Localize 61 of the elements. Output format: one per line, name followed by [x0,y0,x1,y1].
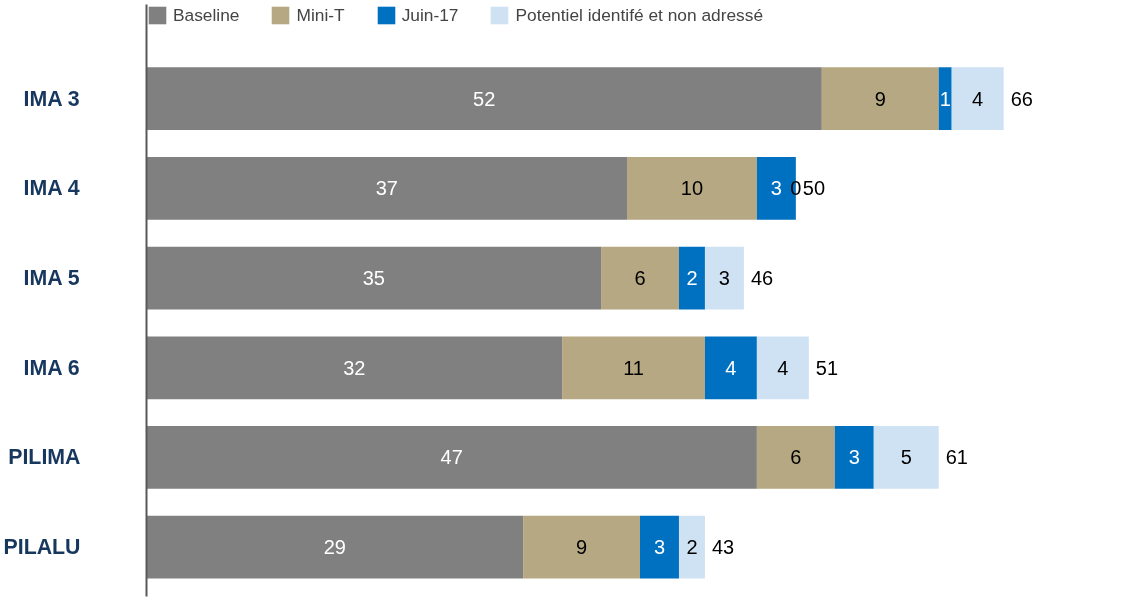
bar [523,515,641,579]
legend-label: Mini-T [296,4,345,26]
legend-label: Potentiel identifé et non adressé [515,4,764,26]
bar [146,156,628,220]
total-label: 61 [945,446,968,469]
bar [146,336,563,400]
total-label: 46 [750,267,774,290]
bar [146,67,822,131]
legend-label: Juin-17 [401,4,459,26]
data-label: 1 [939,87,951,110]
bar [873,426,939,489]
bar [756,336,809,400]
bar [146,515,524,579]
bar [756,426,835,489]
data-label: 4 [972,87,984,110]
data-label: 52 [473,87,496,110]
bar [834,426,874,489]
bar [704,246,744,310]
bar [640,515,679,579]
total-label: 43 [711,536,735,559]
data-label: 3 [653,536,666,559]
total-label: 66 [1010,87,1033,110]
data-label: 3 [848,446,860,469]
bar [601,246,679,310]
bar [678,246,705,310]
data-label: 37 [375,177,398,200]
bar [821,67,939,131]
y-tick-label: IMA 6 [23,355,80,380]
data-label: 35 [362,267,385,290]
data-label: 29 [323,536,346,559]
y-tick-label: IMA 4 [23,176,80,201]
y-tick-label: IMA 3 [23,86,80,111]
bar [951,67,1004,131]
bar [146,426,757,489]
y-tick-label: PILALU [3,535,81,560]
total-label: 51 [815,356,839,379]
bar [627,156,757,220]
y-tick-label: PILIMA [8,445,81,470]
bar [938,67,952,131]
data-label: 32 [343,356,366,379]
y-tick-label: IMA 5 [23,266,80,291]
data-label: 6 [634,267,646,290]
bar [678,515,705,579]
data-label: 6 [790,446,802,469]
data-label: 47 [440,446,463,469]
bar [562,336,705,400]
data-label: 4 [725,356,737,379]
data-label: 4 [777,356,789,379]
total-label: 50 [802,177,826,200]
data-label: 3 [770,177,782,200]
data-label: 9 [874,87,886,110]
legend-label: Baseline [173,4,240,26]
data-label: 3 [718,267,730,290]
bar [704,336,757,400]
data-label: 2 [686,536,698,559]
bar [146,246,602,310]
data-label: 10 [680,177,704,200]
data-label: 2 [686,267,698,290]
data-label: 5 [900,446,912,469]
data-label: 11 [623,356,644,379]
data-label: 9 [576,536,588,559]
